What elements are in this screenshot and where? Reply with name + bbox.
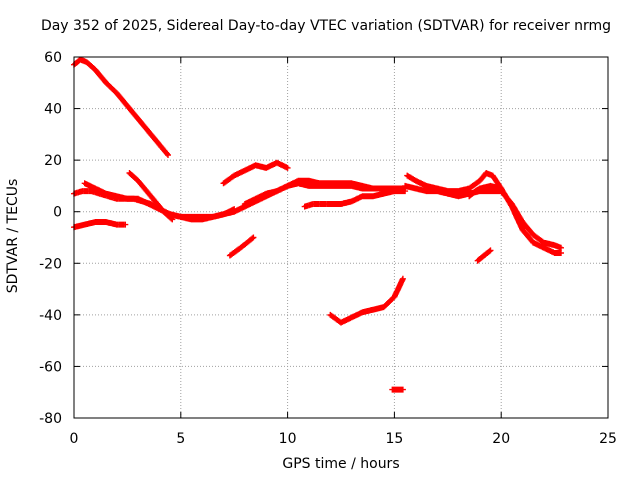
- plot-border: [73, 56, 609, 419]
- series-s13: [404, 170, 564, 256]
- series-line: [466, 182, 505, 200]
- x-tick-label: 5: [176, 431, 185, 447]
- series-line: [81, 180, 238, 223]
- series-s11: [389, 386, 406, 393]
- series-line: [220, 159, 291, 187]
- series-line: [404, 170, 564, 256]
- series-s14: [466, 182, 505, 200]
- y-tick-label: -80: [39, 411, 62, 427]
- y-tick-label: -40: [39, 308, 62, 324]
- series-line: [389, 386, 406, 393]
- series-s12: [402, 182, 564, 251]
- y-tick-label: -60: [39, 359, 62, 375]
- series-line: [474, 247, 494, 264]
- series-line: [241, 177, 409, 207]
- x-tick-label: 10: [279, 431, 297, 447]
- series-s6: [220, 159, 291, 187]
- series-line: [327, 275, 406, 326]
- series-s15: [474, 247, 494, 264]
- data-marks: [71, 56, 564, 393]
- series-s4: [81, 180, 238, 223]
- plot-frame: [73, 56, 609, 419]
- series-line: [226, 234, 257, 259]
- series-line: [301, 188, 409, 210]
- series-s7: [226, 234, 257, 259]
- tick-labels: 0 5 10 15 20 25 -80 -60 -40 -20 0 20 40 60: [39, 50, 617, 447]
- y-tick-label: 20: [44, 153, 62, 169]
- series-line: [71, 219, 129, 231]
- series-s10: [327, 275, 406, 326]
- y-tick-label: 0: [53, 205, 62, 221]
- series-line: [402, 182, 564, 251]
- x-tick-label: 25: [599, 431, 617, 447]
- series-s5: [126, 170, 176, 223]
- y-tick-label: 60: [44, 50, 62, 66]
- series-s8: [241, 177, 409, 207]
- series-line: [126, 170, 176, 223]
- x-axis-label: GPS time / hours: [282, 456, 400, 472]
- series-s3: [71, 219, 129, 231]
- y-tick-label: 40: [44, 102, 62, 118]
- y-axis-label: SDTVAR / TECUs: [5, 178, 21, 294]
- y-tick-label: -20: [39, 256, 62, 272]
- series-line: [71, 56, 171, 158]
- chart-title: Day 352 of 2025, Sidereal Day-to-day VTE…: [40, 18, 612, 34]
- x-tick-label: 15: [385, 431, 403, 447]
- series-s9: [301, 188, 409, 210]
- series-s1: [71, 56, 171, 158]
- x-tick-label: 20: [492, 431, 510, 447]
- x-tick-label: 0: [70, 431, 79, 447]
